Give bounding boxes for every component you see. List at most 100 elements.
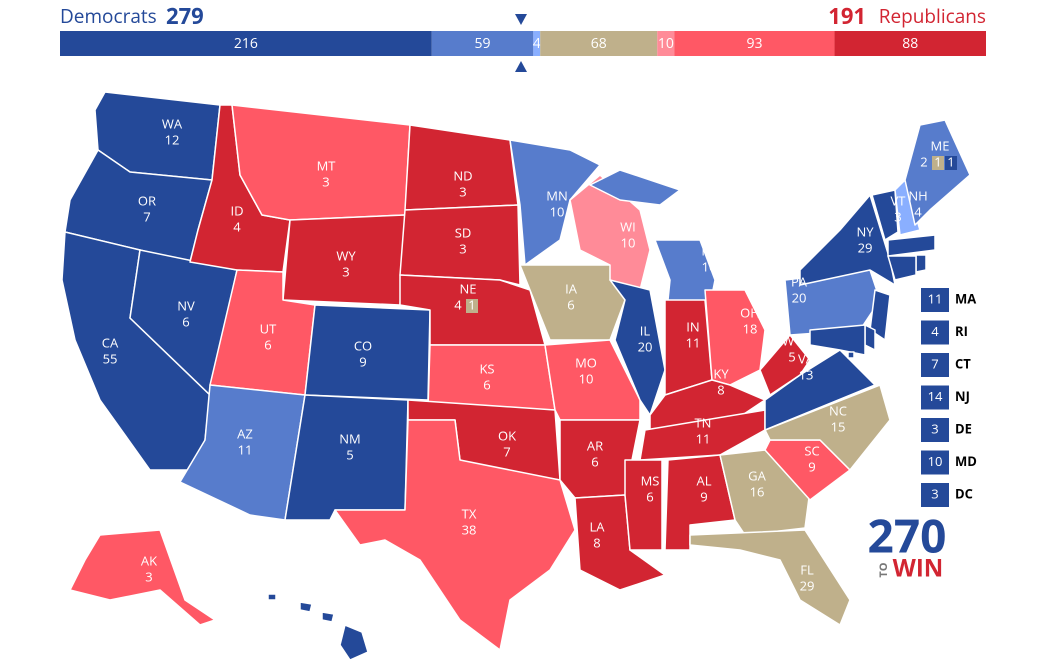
state-ev: 55: [103, 349, 118, 367]
state: [639, 409, 766, 461]
state-ev: 29: [858, 238, 873, 256]
state-ev: 6: [264, 335, 271, 353]
state-abbr: PA: [791, 272, 808, 290]
state-ev: 4: [233, 217, 241, 235]
callout-abbr: DC: [955, 484, 973, 502]
state: [764, 384, 891, 471]
state-abbr: MT: [317, 156, 337, 174]
state-abbr: WY: [336, 246, 356, 264]
state-ev: 3: [459, 182, 466, 200]
state-ev: 4: [318, 643, 326, 661]
state-ev: 7: [503, 442, 510, 460]
state-ev: 11: [238, 440, 253, 458]
district-box: [945, 156, 957, 170]
bar-label: 59: [475, 34, 491, 53]
state: [509, 139, 601, 266]
state-ev: 3: [145, 567, 152, 585]
bar-label: 4: [533, 34, 541, 53]
state-ev: 5: [788, 347, 795, 365]
callout-ev: 3: [931, 419, 938, 437]
bar-segment: [834, 31, 986, 56]
bar-label: 68: [591, 34, 607, 53]
state-abbr: SC: [804, 441, 819, 459]
state-abbr: UT: [260, 319, 277, 337]
state-abbr: ME: [931, 136, 950, 154]
callout-box: [921, 483, 949, 507]
bar-label: 10: [658, 34, 674, 53]
state-ev: 18: [743, 319, 758, 337]
logo-win: WIN: [893, 551, 944, 584]
callout-box: [921, 450, 949, 475]
state-abbr: NM: [339, 429, 360, 447]
state: [915, 254, 927, 273]
callout-abbr: CT: [955, 354, 971, 372]
state-abbr: ID: [230, 201, 243, 219]
state-abbr: FL: [800, 560, 814, 578]
state: [871, 189, 899, 241]
state-abbr: WV: [782, 331, 802, 349]
state-ev: 6: [646, 487, 653, 505]
state-ev: 9: [700, 487, 707, 505]
state-ev: 3: [342, 262, 349, 280]
state-ev: 13: [799, 365, 814, 383]
state-ev: 2: [920, 152, 927, 170]
bar-segment: [431, 31, 534, 56]
bar-segment: [674, 31, 835, 56]
majority-marker-bottom: [515, 61, 527, 72]
state-abbr: WI: [620, 217, 636, 235]
state-abbr: MO: [575, 353, 597, 371]
state-abbr: VA: [798, 349, 815, 367]
state-ev: 3: [322, 172, 329, 190]
state: [887, 234, 936, 257]
state-abbr: TX: [462, 504, 477, 522]
callout-abbr: MD: [955, 452, 977, 470]
state-abbr: NH: [908, 186, 927, 204]
state-abbr: MN: [546, 186, 567, 204]
state-abbr: NE: [459, 279, 476, 297]
state-ev: 15: [831, 417, 846, 435]
state-ev: 3: [894, 207, 901, 225]
state-abbr: WA: [162, 114, 183, 132]
state: [869, 289, 891, 341]
state-ev: 8: [593, 533, 600, 551]
state-abbr: IA: [565, 279, 578, 297]
state-ev: 16: [702, 257, 717, 275]
bar-segment: [657, 31, 675, 56]
callout-abbr: RI: [955, 322, 968, 340]
state-abbr: LA: [589, 517, 605, 535]
state-abbr: OR: [138, 191, 156, 209]
callout-box: [921, 418, 949, 442]
callout-ev: 10: [928, 452, 943, 470]
state-ev: 9: [359, 352, 366, 370]
state: [689, 529, 851, 626]
state-ev: 8: [717, 380, 724, 398]
state: [904, 119, 971, 226]
rep-label: Republicans: [879, 3, 986, 29]
state-abbr: AZ: [237, 424, 253, 442]
state-abbr: IN: [686, 317, 699, 335]
state-ev: 5: [346, 445, 353, 463]
district-ev: 1: [947, 152, 954, 170]
state-ev: 6: [567, 295, 574, 313]
state-abbr: ND: [453, 166, 472, 184]
state-abbr: OH: [740, 303, 760, 321]
bar-segment: [60, 31, 432, 56]
state-ev: 6: [182, 312, 189, 330]
state-abbr: IL: [640, 321, 651, 339]
state-ev: 10: [621, 233, 636, 251]
callout-abbr: MA: [955, 289, 976, 307]
district-box: [466, 299, 478, 313]
state-ev: 10: [550, 202, 565, 220]
district-ev: 1: [468, 295, 475, 313]
callout-ev: 3: [931, 484, 938, 502]
state-ev: 6: [483, 375, 490, 393]
callout-ev: 7: [931, 354, 938, 372]
callout-ev: 11: [928, 289, 943, 307]
state: [427, 344, 556, 411]
state-ev: 4: [454, 295, 462, 313]
callout-box: [921, 353, 949, 377]
state-abbr: NC: [829, 401, 847, 419]
state-abbr: AK: [141, 551, 157, 569]
state: [399, 204, 521, 286]
